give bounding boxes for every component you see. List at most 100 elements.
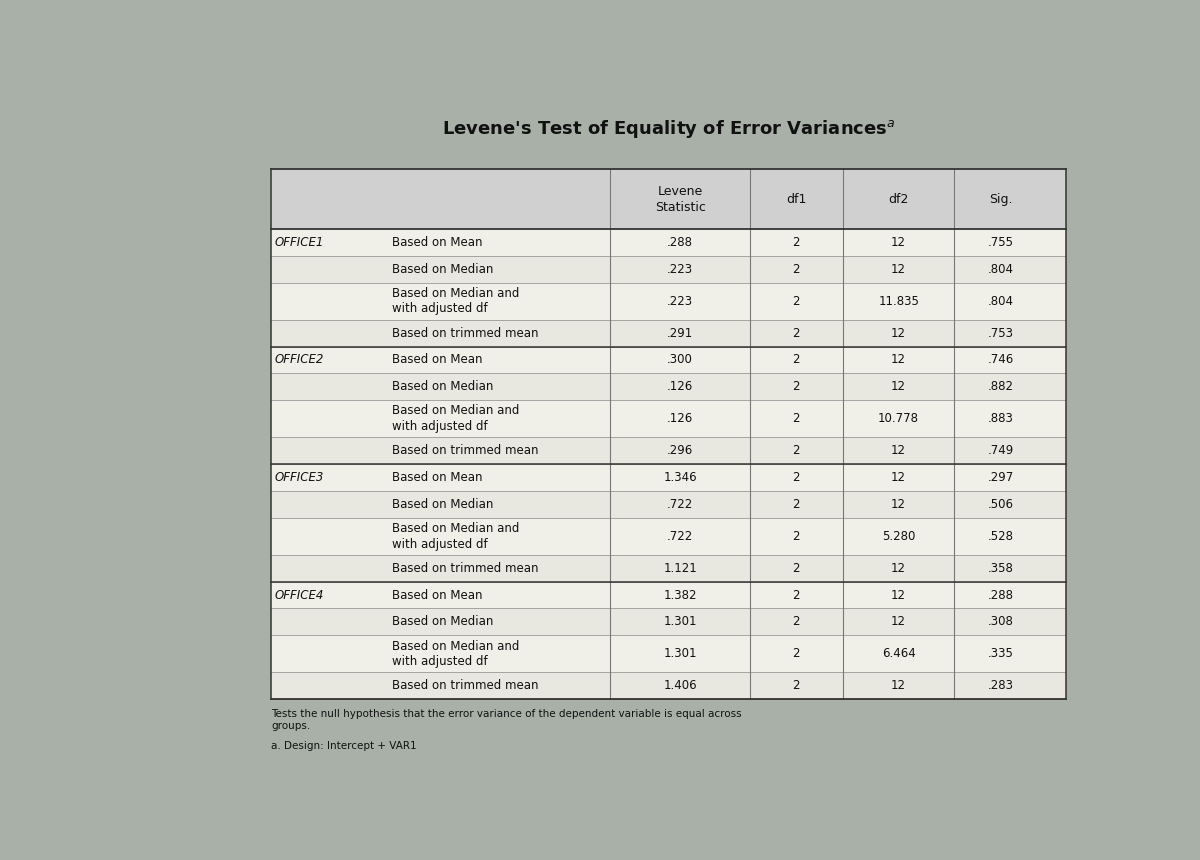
Text: Based on Median: Based on Median (391, 498, 493, 511)
Text: 2: 2 (793, 679, 800, 692)
Text: Based on Mean: Based on Mean (391, 353, 482, 366)
Text: .722: .722 (667, 498, 694, 511)
Text: 2: 2 (793, 498, 800, 511)
Text: 12: 12 (892, 263, 906, 276)
Text: .804: .804 (988, 295, 1014, 308)
Text: 5.280: 5.280 (882, 530, 916, 543)
Bar (271, 437, 1066, 464)
Bar (271, 464, 1066, 491)
Text: 2: 2 (793, 327, 800, 340)
Text: 12: 12 (892, 236, 906, 249)
Text: .722: .722 (667, 530, 694, 543)
Text: Based on Median: Based on Median (391, 616, 493, 629)
Bar (271, 491, 1066, 518)
Text: 2: 2 (793, 295, 800, 308)
Text: Sig.: Sig. (989, 193, 1013, 206)
Text: 6.464: 6.464 (882, 648, 916, 660)
Text: 2: 2 (793, 353, 800, 366)
Bar (271, 518, 1066, 555)
Bar (271, 169, 1066, 229)
Text: 1.301: 1.301 (664, 616, 697, 629)
Text: Based on Median and
with adjusted df: Based on Median and with adjusted df (391, 287, 520, 316)
Text: df2: df2 (888, 193, 908, 206)
Bar (271, 673, 1066, 699)
Text: .753: .753 (988, 327, 1014, 340)
Text: 12: 12 (892, 380, 906, 393)
Text: Levene's Test of Equality of Error Variances$^{a}$: Levene's Test of Equality of Error Varia… (442, 118, 895, 139)
Text: OFFICE1: OFFICE1 (275, 236, 324, 249)
Text: .358: .358 (988, 562, 1014, 574)
Text: .296: .296 (667, 444, 694, 458)
Text: 1.346: 1.346 (664, 471, 697, 484)
Bar (271, 255, 1066, 283)
Bar (271, 283, 1066, 320)
Text: 1.382: 1.382 (664, 588, 697, 601)
Text: .882: .882 (988, 380, 1014, 393)
Bar (271, 609, 1066, 636)
Text: .506: .506 (988, 498, 1014, 511)
Text: Based on Median: Based on Median (391, 380, 493, 393)
Text: Levene
Statistic: Levene Statistic (655, 185, 706, 214)
Text: Based on trimmed mean: Based on trimmed mean (391, 562, 539, 574)
Text: 12: 12 (892, 444, 906, 458)
Text: 12: 12 (892, 616, 906, 629)
Text: Based on Median and
with adjusted df: Based on Median and with adjusted df (391, 640, 520, 668)
Text: 11.835: 11.835 (878, 295, 919, 308)
Text: .755: .755 (988, 236, 1014, 249)
Text: .883: .883 (988, 412, 1014, 425)
Text: .126: .126 (667, 412, 694, 425)
Text: 2: 2 (793, 380, 800, 393)
Text: 2: 2 (793, 588, 800, 601)
Text: .749: .749 (988, 444, 1014, 458)
Text: .283: .283 (988, 679, 1014, 692)
Text: OFFICE3: OFFICE3 (275, 471, 324, 484)
Text: 12: 12 (892, 562, 906, 574)
Text: 10.778: 10.778 (878, 412, 919, 425)
Text: 1.406: 1.406 (664, 679, 697, 692)
Text: .297: .297 (988, 471, 1014, 484)
Text: .288: .288 (667, 236, 694, 249)
Text: OFFICE2: OFFICE2 (275, 353, 324, 366)
Text: 2: 2 (793, 562, 800, 574)
Bar (271, 320, 1066, 347)
Text: 2: 2 (793, 412, 800, 425)
Text: df1: df1 (786, 193, 806, 206)
Bar (271, 373, 1066, 400)
Text: .528: .528 (988, 530, 1014, 543)
Text: 12: 12 (892, 353, 906, 366)
Text: 2: 2 (793, 444, 800, 458)
Text: .308: .308 (988, 616, 1014, 629)
Text: .288: .288 (988, 588, 1014, 601)
Text: .126: .126 (667, 380, 694, 393)
Text: Based on trimmed mean: Based on trimmed mean (391, 327, 539, 340)
Text: 1.121: 1.121 (664, 562, 697, 574)
Text: .223: .223 (667, 295, 694, 308)
Bar (271, 636, 1066, 673)
Bar (271, 347, 1066, 373)
Text: Tests the null hypothesis that the error variance of the dependent variable is e: Tests the null hypothesis that the error… (271, 710, 742, 731)
Text: Based on Median: Based on Median (391, 263, 493, 276)
Text: Based on Mean: Based on Mean (391, 471, 482, 484)
Text: Based on trimmed mean: Based on trimmed mean (391, 679, 539, 692)
Text: Based on Median and
with adjusted df: Based on Median and with adjusted df (391, 522, 520, 550)
Text: 1.301: 1.301 (664, 648, 697, 660)
Text: .300: .300 (667, 353, 694, 366)
Text: Based on Median and
with adjusted df: Based on Median and with adjusted df (391, 404, 520, 433)
Bar (271, 581, 1066, 609)
Text: .223: .223 (667, 263, 694, 276)
Text: a. Design: Intercept + VAR1: a. Design: Intercept + VAR1 (271, 741, 416, 751)
Text: Based on trimmed mean: Based on trimmed mean (391, 444, 539, 458)
Text: Based on Mean: Based on Mean (391, 588, 482, 601)
Text: .335: .335 (988, 648, 1014, 660)
Text: 12: 12 (892, 327, 906, 340)
Bar (271, 229, 1066, 255)
Text: 2: 2 (793, 471, 800, 484)
Bar (271, 400, 1066, 437)
Text: 2: 2 (793, 616, 800, 629)
Text: OFFICE4: OFFICE4 (275, 588, 324, 601)
Text: 12: 12 (892, 471, 906, 484)
Text: Based on Mean: Based on Mean (391, 236, 482, 249)
Text: .804: .804 (988, 263, 1014, 276)
Text: 12: 12 (892, 588, 906, 601)
Bar (271, 555, 1066, 581)
